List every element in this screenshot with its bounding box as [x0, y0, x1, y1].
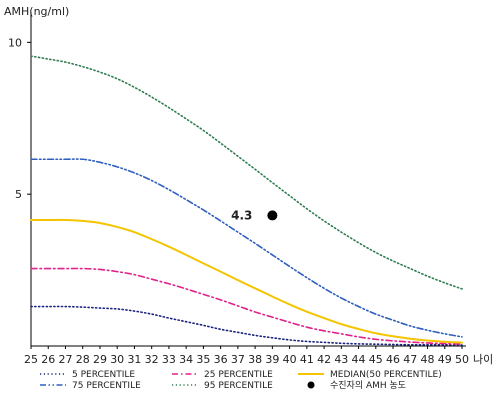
x-tick-label: 38 [248, 353, 262, 366]
x-tick-label: 34 [179, 353, 193, 366]
x-tick-label: 47 [403, 353, 417, 366]
series-line-5-percentile [30, 305, 463, 346]
x-tick-label: 33 [162, 353, 176, 366]
x-tick-label: 31 [127, 353, 141, 366]
x-tick-label: 25 [24, 353, 38, 366]
y-axis-label: AMH(ng/ml) [4, 5, 69, 18]
x-tick-label: 35 [196, 353, 210, 366]
x-tick-label: 40 [283, 353, 297, 366]
series-line-median-50-percentile [30, 218, 463, 344]
y-tick-label: 10 [8, 36, 22, 49]
x-tick-label: 45 [369, 353, 383, 366]
patient-amh-point [267, 210, 278, 221]
x-tick-label: 48 [421, 353, 435, 366]
x-tick-label: 46 [386, 353, 400, 366]
legend-label: 95 PERCENTILE [204, 381, 273, 391]
x-tick-label: 41 [300, 353, 314, 366]
series-line-25-percentile [30, 267, 463, 345]
x-tick-label: 26 [41, 353, 55, 366]
x-tick-label: 50 [455, 353, 469, 366]
x-tick-label: 49 [438, 353, 452, 366]
x-tick-label: 30 [110, 353, 124, 366]
x-tick-label: 37 [231, 353, 245, 366]
x-tick-label: 39 [265, 353, 279, 366]
x-tick-label: 43 [334, 353, 348, 366]
y-tick-label: 5 [15, 188, 22, 201]
legend-label: 5 PERCENTILE [72, 370, 135, 380]
legend-swatch-point [307, 381, 315, 389]
legend-label: 75 PERCENTILE [72, 381, 141, 391]
legend: 5 PERCENTILE 25 PERCENTILE MEDIAN(50 PERCE… [40, 370, 442, 391]
patient-point-group: 4.3 [231, 208, 278, 222]
x-tick-label: 36 [214, 353, 228, 366]
series-line-95-percentile [30, 55, 463, 290]
patient-amh-value-label: 4.3 [231, 208, 252, 222]
series-lines [30, 55, 463, 346]
x-tick-label: 44 [352, 353, 366, 366]
x-axis-label: 나이 [473, 353, 493, 366]
series-line-75-percentile [30, 158, 463, 338]
x-tick-label: 29 [93, 353, 107, 366]
x-tick-label: 27 [58, 353, 72, 366]
x-tick-label: 42 [317, 353, 331, 366]
x-tick-label: 28 [76, 353, 90, 366]
x-tick-label: 32 [145, 353, 159, 366]
legend-label: 25 PERCENTILE [204, 370, 273, 380]
legend-label-patient: 수진자의 AMH 농도 [330, 380, 406, 391]
legend-label: MEDIAN(50 PERCENTILE) [330, 370, 442, 380]
